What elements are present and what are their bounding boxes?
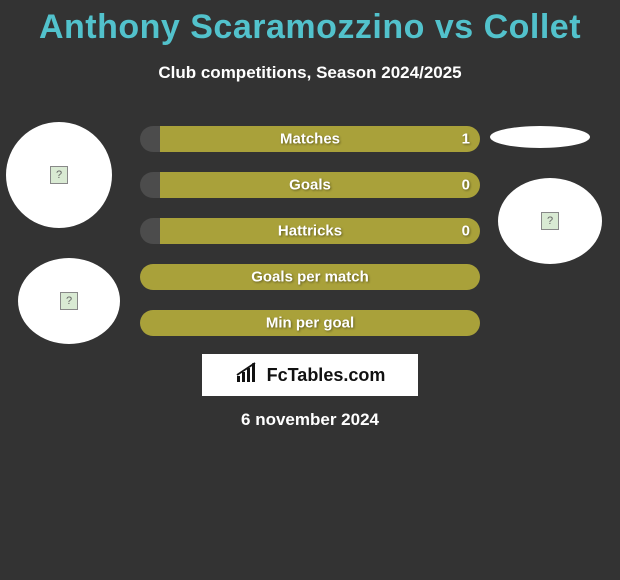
decorative-ellipse (490, 126, 590, 148)
stat-bar-left (140, 126, 160, 152)
stat-row: Goals per match (140, 264, 480, 290)
stat-value-right: 0 (462, 223, 470, 240)
player-circle-bottom-left: ? (18, 258, 120, 344)
stat-row: Goals 0 (140, 172, 480, 198)
date-text: 6 november 2024 (0, 410, 620, 430)
stat-label: Goals per match (251, 269, 369, 286)
image-placeholder-icon: ? (50, 166, 68, 184)
chart-bars-icon (235, 362, 261, 389)
page-title: Anthony Scaramozzino vs Collet (0, 0, 620, 47)
stat-value-right: 0 (462, 177, 470, 194)
stat-label: Goals (289, 177, 331, 194)
stat-label: Hattricks (278, 223, 342, 240)
stat-bar-left (140, 218, 160, 244)
brand-box: FcTables.com (202, 354, 418, 396)
stat-bar-left (140, 172, 160, 198)
stat-value-right: 1 (462, 131, 470, 148)
stat-row: Hattricks 0 (140, 218, 480, 244)
page-subtitle: Club competitions, Season 2024/2025 (0, 63, 620, 83)
player-circle-top-left: ? (6, 122, 112, 228)
stat-row: Matches 1 (140, 126, 480, 152)
image-placeholder-icon: ? (60, 292, 78, 310)
brand-text: FcTables.com (267, 365, 386, 386)
stat-row: Min per goal (140, 310, 480, 336)
stat-label: Min per goal (266, 315, 354, 332)
stats-container: Matches 1 Goals 0 Hattricks 0 Goals per match M… (140, 126, 480, 356)
stat-label: Matches (280, 131, 340, 148)
player-circle-right: ? (498, 178, 602, 264)
image-placeholder-icon: ? (541, 212, 559, 230)
